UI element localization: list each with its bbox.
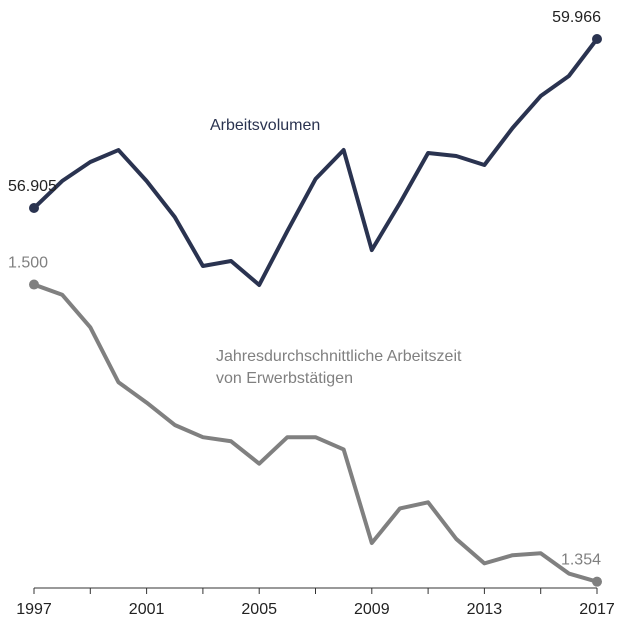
- x-tick-label: 2009: [354, 601, 390, 618]
- value-label: 59.966: [552, 9, 601, 26]
- x-tick-label: 2013: [467, 601, 503, 618]
- value-label: 1.354: [561, 552, 601, 569]
- value-label: 1.500: [8, 255, 48, 272]
- line: [33, 282, 598, 584]
- x-tick-label: 2001: [129, 601, 165, 618]
- x-tick-label: 2005: [241, 601, 277, 618]
- end-point: [29, 203, 39, 214]
- end-point: [592, 576, 602, 587]
- series-label: Arbeitsvolumen: [210, 117, 321, 134]
- end-point: [592, 33, 602, 44]
- x-tick-label: 1997: [16, 601, 52, 618]
- value-label: 56.905: [8, 178, 57, 195]
- series-label: Jahresdurchschnittliche Arbeitszeit von …: [216, 348, 462, 387]
- line: [32, 37, 599, 287]
- x-tick-label: 2017: [579, 601, 615, 618]
- end-point: [29, 279, 39, 290]
